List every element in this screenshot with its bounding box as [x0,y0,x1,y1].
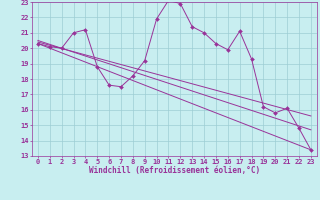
X-axis label: Windchill (Refroidissement éolien,°C): Windchill (Refroidissement éolien,°C) [89,166,260,175]
